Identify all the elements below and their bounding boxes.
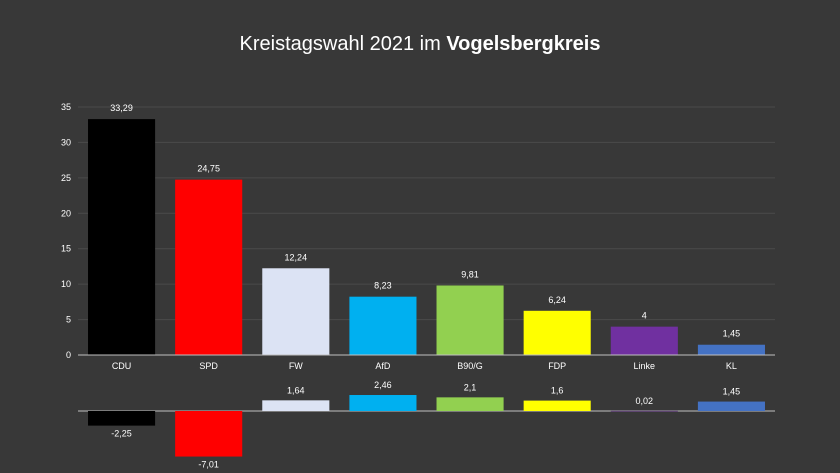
x-tick-label: KL <box>726 361 737 371</box>
y-tick-label: 35 <box>61 102 71 112</box>
y-tick-label: 0 <box>66 350 71 360</box>
y-tick-label: 15 <box>61 244 71 254</box>
chart-title-prefix: Kreistagswahl 2021 im <box>239 33 447 55</box>
bar-b90g <box>436 285 504 355</box>
data-label: 33,29 <box>110 103 133 113</box>
bar-kl <box>697 344 765 355</box>
chart-title: Kreistagswahl 2021 im Vogelsbergkreis <box>0 33 840 56</box>
bar-afd <box>349 296 417 355</box>
diff-bar-linke <box>610 410 678 412</box>
data-label: 9,81 <box>461 269 479 279</box>
diff-bar-fdp <box>523 400 591 411</box>
data-label: 12,24 <box>285 252 308 262</box>
diff-data-label: 2,1 <box>464 382 477 392</box>
bar-fw <box>262 268 330 355</box>
diff-data-label: 2,46 <box>374 380 392 390</box>
bar-spd <box>175 179 243 355</box>
diff-bar-afd <box>349 395 417 411</box>
diff-data-label: 0,02 <box>636 396 654 406</box>
diff-data-label: -2,25 <box>111 429 132 439</box>
bar-linke <box>610 326 678 355</box>
diff-bar-fw <box>262 400 330 411</box>
y-tick-label: 25 <box>61 173 71 183</box>
x-tick-label: CDU <box>112 361 132 371</box>
diff-bar-kl <box>697 401 765 411</box>
bar-cdu <box>88 119 156 355</box>
y-tick-label: 10 <box>61 279 71 289</box>
diff-bar-cdu <box>88 411 156 426</box>
diff-bar-spd <box>175 411 243 457</box>
chart-title-region: Vogelsbergkreis <box>446 33 601 55</box>
data-label: 24,75 <box>197 164 220 174</box>
data-label: 4 <box>642 311 647 321</box>
x-tick-label: B90/G <box>457 361 483 371</box>
diff-data-label: 1,45 <box>723 387 741 397</box>
diff-bar-b90g <box>436 397 504 411</box>
x-tick-label: SPD <box>199 361 218 371</box>
data-label: 6,24 <box>548 295 566 305</box>
x-tick-label: Linke <box>634 361 656 371</box>
y-tick-label: 5 <box>66 315 71 325</box>
y-tick-label: 20 <box>61 208 71 218</box>
bar-fdp <box>523 310 591 355</box>
x-tick-label: FDP <box>548 361 566 371</box>
x-tick-label: AfD <box>375 361 391 371</box>
data-label: 1,45 <box>723 329 741 339</box>
diff-data-label: 1,64 <box>287 385 305 395</box>
diff-data-label: 1,6 <box>551 386 564 396</box>
data-label: 8,23 <box>374 281 392 291</box>
y-tick-label: 30 <box>61 137 71 147</box>
x-tick-label: FW <box>289 361 303 371</box>
diff-data-label: -7,01 <box>198 460 219 470</box>
